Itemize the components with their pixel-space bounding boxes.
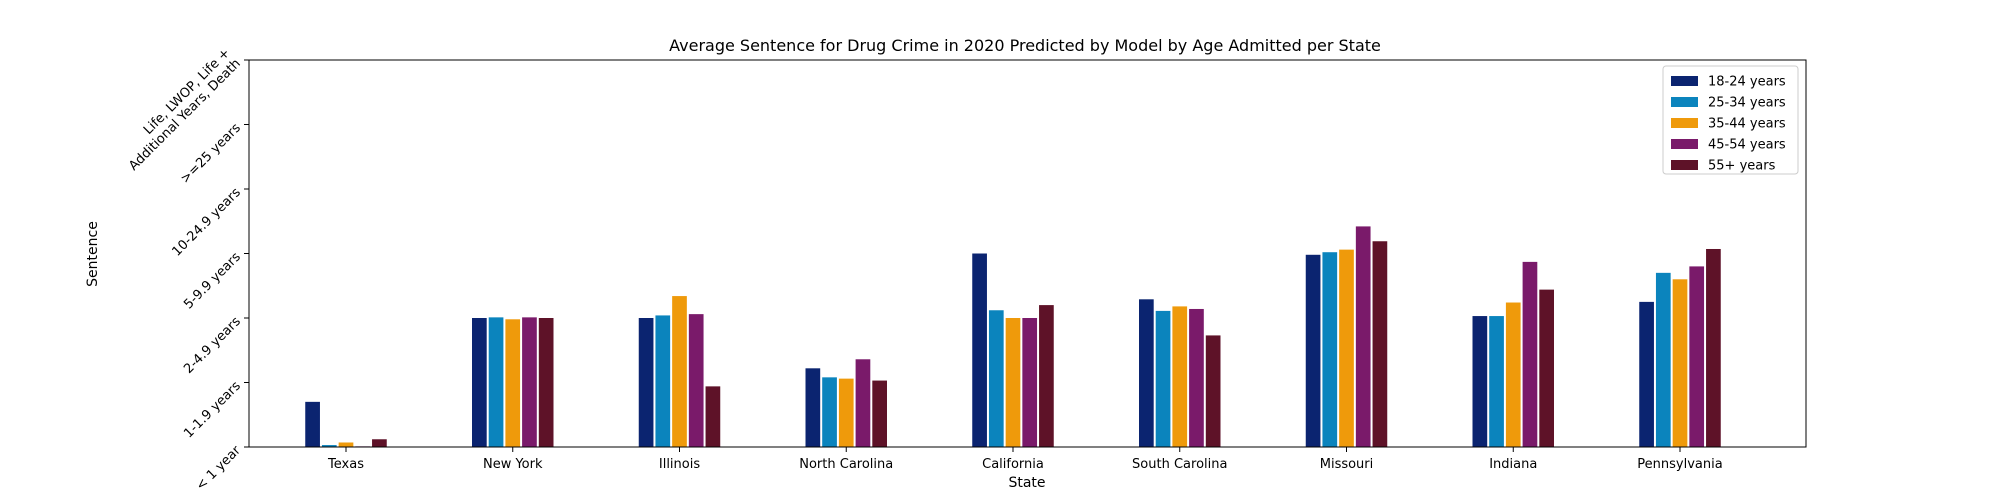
bar-california-series-0: [972, 253, 987, 447]
bar-texas-series-1: [321, 445, 337, 447]
bar-texas-series-2: [338, 442, 354, 447]
y-tick-label: 10-24.9 years: [170, 185, 244, 259]
bar-illinois-series-0: [638, 318, 654, 447]
chart-title: Average Sentence for Drug Crime in 2020 …: [669, 36, 1381, 55]
bar-missouri-series-3: [1355, 226, 1371, 447]
bar-south-carolina-series-1: [1155, 310, 1171, 447]
legend-swatch: [1671, 97, 1698, 107]
bar-north-carolina-series-2: [838, 378, 854, 447]
legend-swatch: [1671, 160, 1698, 170]
legend-label: 25-34 years: [1708, 96, 1786, 111]
x-tick-label: Pennsylvania: [1637, 457, 1722, 472]
y-tick-label: >=25 years: [178, 121, 244, 187]
x-axis-label: State: [1008, 475, 1045, 491]
x-axis-ticks: Texas New York Illinois North Carolina Calif…: [327, 447, 1723, 472]
y-axis-label: Sentence: [85, 221, 101, 287]
bar-new-york-series-2: [505, 319, 521, 447]
bar-illinois-series-1: [655, 315, 671, 447]
x-tick-label: Missouri: [1320, 457, 1374, 472]
bar-illinois-series-4: [705, 386, 721, 447]
bar-california-series-4: [1039, 305, 1054, 447]
bar-new-york-series-3: [522, 317, 537, 447]
bar-missouri-series-1: [1322, 252, 1338, 447]
bar-missouri-series-0: [1305, 254, 1321, 447]
bar-south-carolina-series-2: [1172, 306, 1188, 447]
bar-north-carolina-series-4: [872, 380, 887, 447]
legend-swatch: [1671, 118, 1698, 128]
bar-new-york-series-0: [472, 318, 487, 447]
x-tick-label: Texas: [327, 457, 364, 472]
bar-pennsylvania-series-3: [1689, 266, 1705, 447]
x-tick-label: New York: [483, 457, 543, 472]
bar-pennsylvania-series-0: [1639, 301, 1654, 448]
bar-new-york-series-4: [538, 318, 554, 447]
bar-south-carolina-series-4: [1205, 335, 1221, 447]
bars-layer: [305, 226, 1721, 448]
bar-illinois-series-3: [688, 314, 704, 447]
bar-north-carolina-series-0: [805, 368, 821, 447]
bar-indiana-series-2: [1505, 302, 1521, 447]
legend: 18-24 years 25-34 years 35-44 years 45-54 y…: [1662, 65, 1799, 175]
bar-pennsylvania-series-2: [1672, 279, 1688, 447]
bar-texas-series-4: [372, 439, 387, 447]
bar-texas-series-0: [305, 401, 320, 447]
bar-illinois-series-2: [672, 296, 687, 447]
legend-label: 55+ years: [1708, 159, 1776, 174]
bar-south-carolina-series-0: [1139, 299, 1154, 447]
bar-indiana-series-0: [1472, 316, 1488, 447]
y-tick-label: 2-4.9 years: [181, 314, 244, 377]
bar-north-carolina-series-3: [855, 359, 871, 447]
y-tick-label: Life, LWOP, Life +Additional Years, Deat…: [116, 46, 244, 174]
bar-california-series-1: [988, 310, 1004, 447]
bar-missouri-series-4: [1372, 241, 1388, 447]
x-tick-label: California: [982, 457, 1044, 472]
bar-california-series-2: [1005, 318, 1021, 447]
x-tick-label: North Carolina: [799, 457, 893, 472]
x-tick-label: Indiana: [1489, 457, 1537, 472]
bar-missouri-series-2: [1339, 249, 1354, 447]
bar-indiana-series-4: [1539, 289, 1554, 447]
bar-indiana-series-3: [1522, 261, 1538, 447]
bar-north-carolina-series-1: [822, 377, 837, 447]
legend-label: 35-44 years: [1708, 117, 1786, 132]
legend-label: 18-24 years: [1708, 75, 1786, 90]
bar-new-york-series-1: [488, 317, 504, 447]
x-tick-label: South Carolina: [1132, 457, 1227, 472]
legend-swatch: [1671, 76, 1698, 86]
bar-pennsylvania-series-4: [1706, 248, 1721, 447]
bar-south-carolina-series-3: [1189, 308, 1204, 447]
y-tick-label: 5-9.9 years: [181, 250, 244, 313]
bar-pennsylvania-series-1: [1655, 272, 1671, 447]
y-tick-label: 1-1.9 years: [181, 379, 244, 442]
y-tick-label: < 1 year: [193, 443, 244, 494]
legend-swatch: [1671, 139, 1698, 149]
bar-indiana-series-1: [1489, 316, 1504, 447]
legend-label: 45-54 years: [1708, 138, 1786, 153]
x-tick-label: Illinois: [659, 457, 700, 472]
bar-california-series-3: [1022, 318, 1038, 447]
